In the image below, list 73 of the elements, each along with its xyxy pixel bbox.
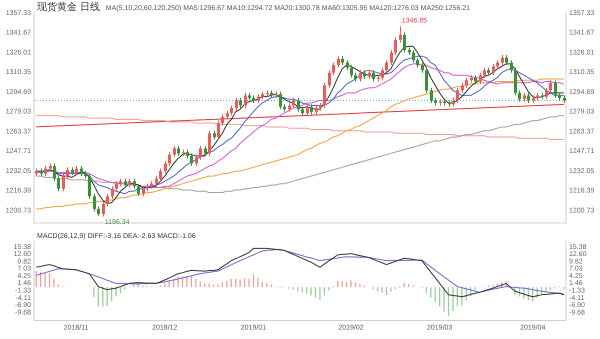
candlestick [554, 80, 558, 98]
candlestick [88, 173, 92, 200]
candlestick [172, 145, 176, 158]
candlestick [332, 62, 336, 76]
candlestick [350, 64, 354, 78]
candlestick [234, 97, 238, 112]
candlestick [44, 166, 48, 177]
candlestick [336, 56, 340, 68]
candlestick [114, 180, 118, 192]
candlestick [96, 206, 100, 217]
candlestick [92, 193, 96, 212]
candlestick [164, 160, 168, 174]
candlestick [142, 186, 146, 197]
candlestick [416, 57, 420, 68]
candlestick [62, 173, 66, 192]
candlestick [478, 72, 482, 85]
candlestick [136, 183, 140, 197]
candlestick [412, 49, 416, 64]
candlestick [358, 70, 362, 82]
candlestick [464, 77, 468, 88]
candlestick [176, 145, 180, 156]
candlestick [278, 91, 282, 110]
candlestick [500, 54, 504, 66]
candlestick [306, 104, 310, 116]
candlestick [402, 32, 406, 54]
candlestick [194, 154, 198, 167]
candlestick [398, 26, 402, 43]
candlestick [80, 166, 84, 177]
candlestick [482, 67, 486, 78]
candlestick [296, 97, 300, 112]
candlestick [238, 97, 242, 109]
candlestick [544, 87, 548, 100]
candlestick [460, 82, 464, 94]
candlestick [52, 163, 56, 182]
candlestick [66, 166, 70, 180]
candlestick [328, 70, 332, 88]
candlestick [380, 67, 384, 81]
candlestick [420, 62, 424, 74]
candlestick [492, 63, 496, 76]
candlestick [110, 186, 114, 200]
candlestick [430, 87, 434, 104]
candlestick [216, 120, 220, 140]
candlestick [198, 145, 202, 160]
candlestick [208, 130, 212, 156]
candlestick [292, 97, 296, 109]
candlestick [106, 193, 110, 207]
candlestick [514, 67, 518, 96]
candlestick [190, 152, 194, 167]
candlestick [548, 80, 552, 94]
candlestick [230, 104, 234, 116]
candlestick [394, 36, 398, 56]
candlestick [322, 82, 326, 109]
candlestick [310, 104, 314, 115]
candlestick [372, 70, 376, 82]
candlestick [518, 90, 522, 102]
candlestick [526, 92, 530, 104]
candlestick [390, 49, 394, 66]
candlestick [102, 200, 106, 217]
candlestick [384, 60, 388, 74]
candlestick [504, 54, 508, 66]
candlestick [168, 152, 172, 167]
candlestick [456, 87, 460, 104]
candlestick [424, 67, 428, 94]
candlestick [204, 145, 208, 156]
candlestick [510, 60, 514, 74]
candlestick [220, 114, 224, 126]
candlestick [158, 168, 162, 182]
candlestick [132, 178, 136, 190]
candlestick [346, 60, 350, 71]
candlestick [244, 92, 248, 109]
chart-title: 现货黄金 日线 [37, 1, 100, 13]
candlestick [154, 176, 158, 187]
candlestick [56, 176, 60, 192]
